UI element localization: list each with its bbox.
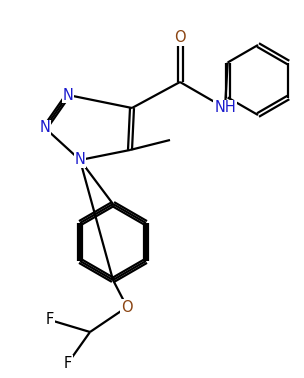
Text: O: O — [174, 31, 186, 45]
Text: F: F — [46, 313, 54, 327]
Text: N: N — [74, 152, 85, 167]
Text: F: F — [64, 355, 72, 370]
Text: O: O — [121, 299, 133, 314]
Text: N: N — [40, 121, 50, 135]
Text: N: N — [63, 87, 74, 102]
Text: NH: NH — [214, 101, 236, 116]
